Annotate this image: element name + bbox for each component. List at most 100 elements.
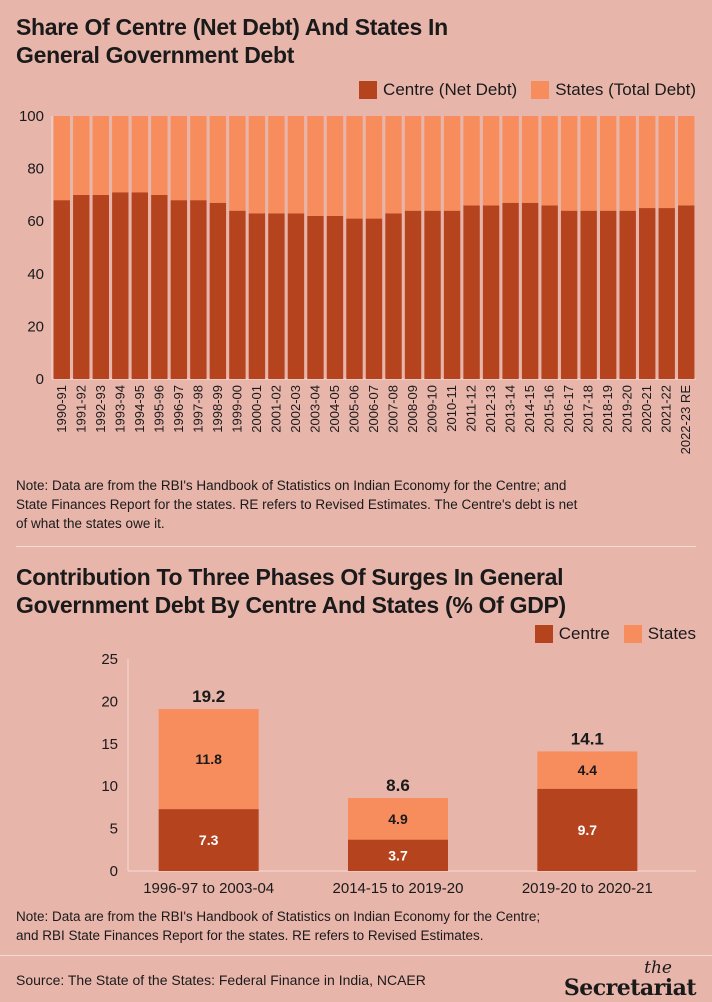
chart1-x-tick-label: 2017-18 (581, 385, 596, 433)
chart1-bar-centre (521, 202, 539, 379)
chart1-x-tick-label: 2001-02 (268, 385, 283, 433)
chart1-bar-states (658, 116, 675, 209)
chart1-bar-centre (424, 210, 441, 379)
chart1-bar-centre (346, 218, 363, 379)
chart1-bar-states (599, 116, 617, 211)
chart2-value-label-states: 11.8 (195, 751, 222, 767)
chart1-bar-states (326, 116, 344, 216)
chart2-bar-centre (158, 809, 259, 871)
chart1-note-line3: of what the states owe it. (16, 516, 165, 531)
chart2-x-tick-label: 2014-15 to 2019-20 (333, 880, 464, 897)
chart1-x-tick-label: 2010-11 (444, 385, 459, 432)
chart1-x-tick-label: 1992-93 (93, 385, 108, 433)
legend-label-centre-2: Centre (558, 624, 610, 643)
chart1-bar-states (678, 116, 695, 206)
source-text: Source: The State of the States: Federal… (16, 972, 426, 988)
chart1-bar-states (541, 116, 558, 206)
chart1-x-tick-label: 2008-09 (405, 385, 420, 433)
chart1-x-tick-label: 1995-96 (151, 385, 166, 433)
chart1-note: Note: Data are from the RBI's Handbook o… (16, 476, 676, 533)
chart1-bar-states (190, 116, 207, 201)
chart2-bar-states (348, 798, 448, 840)
chart2-total-label: 14.1 (571, 729, 604, 748)
chart1-bar-centre (502, 202, 519, 379)
chart1-note-line2: State Finances Report for the states. RE… (16, 497, 578, 512)
chart1-bar-centre (190, 200, 207, 379)
chart1-bar-states (287, 116, 305, 214)
chart1-bar-centre (307, 215, 324, 379)
chart2-note: Note: Data are from the RBI's Handbook o… (16, 907, 676, 945)
chart1-bar-states (502, 116, 519, 203)
chart2-bar-centre (537, 788, 638, 871)
brand-the: the (644, 958, 672, 978)
brand-name: Secretariat (563, 975, 697, 1001)
chart1-bar-states (424, 116, 441, 211)
chart1-bar-states (463, 116, 480, 206)
chart2-value-label-centre: 3.7 (388, 847, 408, 863)
chart1-x-tick-label: 2011-12 (464, 385, 479, 432)
chart1-bar-states (131, 116, 149, 193)
chart1-x-tick-label: 2019-20 (620, 385, 635, 433)
chart1-bar-states (385, 116, 402, 214)
chart1-y-tick-label: 80 (27, 161, 44, 178)
chart1-bar-centre (209, 202, 227, 379)
chart2-note-line1: Note: Data are from the RBI's Handbook o… (16, 909, 541, 924)
chart1-x-tick-label: 2016-17 (561, 385, 576, 433)
chart1-bar-centre (268, 213, 285, 379)
chart1-bar-states (443, 116, 461, 211)
chart1-bar-centre (73, 194, 90, 379)
chart1-x-tick-label: 2004-05 (327, 385, 342, 433)
chart1-bar-states (619, 116, 636, 211)
chart2-plot: 0 5 10 15 20 25 7.3 11.8 19.2 1996-97 to 2003-04 3… (101, 651, 696, 897)
legend-label-states: States (Total Debt) (555, 80, 696, 99)
chart1-bar-centre (53, 200, 70, 379)
chart1-bar-centre (287, 213, 305, 379)
chart2-value-label-centre: 7.3 (199, 832, 219, 848)
chart1-bar-states (404, 116, 422, 211)
chart1-x-tick-label: 2006-07 (366, 385, 381, 433)
chart1-bar-centre (229, 210, 246, 379)
chart2-title-line1: Contribution To Three Phases Of Surges I… (16, 564, 564, 590)
chart1-title-line1: Share Of Centre (Net Debt) And States In (16, 14, 448, 40)
chart2-y-tick-label: 25 (101, 651, 118, 668)
brand-logo: the Secretariat (563, 958, 697, 1001)
chart2-bar-centre (348, 839, 448, 871)
chart1-bar-states (209, 116, 227, 203)
chart1-y-tick-label: 40 (27, 266, 44, 283)
chart1-x-tick-label: 2002-03 (288, 385, 303, 433)
chart1-bar-centre (443, 210, 461, 379)
chart1-x-tick-label: 2018-19 (600, 385, 615, 433)
chart1-bar-states (639, 116, 656, 209)
chart1-x-tick-label: 2003-04 (307, 385, 322, 433)
chart1-x-tick-label: 2014-15 (522, 385, 537, 433)
chart1-x-tick-label: 2000-01 (249, 385, 264, 433)
chart1-bar-states (482, 116, 500, 206)
chart1-x-tick-label: 1998-99 (210, 385, 225, 433)
chart2-note-line2: and RBI State Finances Report for the st… (16, 928, 484, 943)
chart1-bar-centre (560, 210, 578, 379)
chart1-bar-centre (541, 205, 558, 379)
chart1-bar-centre (170, 200, 188, 379)
chart1-y-tick-label: 20 (27, 318, 44, 335)
legend-swatch-states (531, 81, 550, 99)
chart1-x-tick-label: 1997-98 (190, 385, 205, 433)
chart1-y-tick-label: 0 (36, 371, 44, 388)
legend-swatch-centre-2 (534, 625, 553, 643)
chart1-bar-centre (619, 210, 636, 379)
chart2-x-tick-label: 1996-97 to 2003-04 (143, 880, 274, 897)
chart1-y-tick-label: 60 (27, 213, 44, 230)
chart1-bar-states (151, 116, 168, 195)
chart1-bar-states (268, 116, 285, 214)
chart1-bar-states (365, 116, 383, 219)
chart1-bar-states (346, 116, 363, 219)
chart2-x-tick-label: 2019-20 to 2020-21 (522, 880, 653, 897)
chart1-x-tick-label: 2005-06 (346, 385, 361, 433)
chart1-title-line2: General Government Debt (16, 42, 295, 68)
chart2-y-tick-label: 20 (101, 693, 118, 710)
chart1-title: Share Of Centre (Net Debt) And States In… (16, 13, 448, 69)
chart1-bar-centre (112, 192, 129, 379)
chart1-bar-states (560, 116, 578, 211)
chart2-y-tick-label: 15 (101, 736, 118, 753)
chart1-bar-centre (463, 205, 480, 379)
chart2-total-label: 19.2 (192, 687, 225, 706)
